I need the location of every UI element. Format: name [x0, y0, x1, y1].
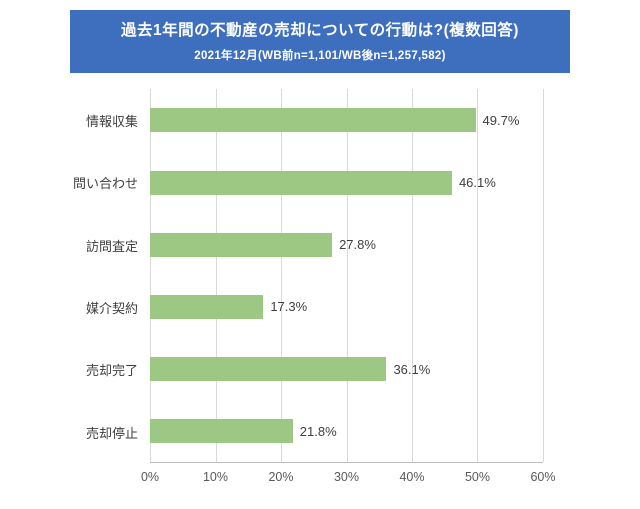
- gridline: [412, 89, 413, 463]
- bar: [150, 232, 333, 257]
- x-axis-tick: 20%: [268, 470, 294, 485]
- category-label: 媒介契約: [85, 301, 138, 317]
- value-label: 17.3%: [270, 299, 308, 315]
- x-axis-tick: 40%: [399, 470, 425, 485]
- bar-row: 17.3%: [150, 276, 543, 338]
- value-label: 21.8%: [299, 423, 337, 439]
- bar-chart: 情報収集 問い合わせ 訪問査定 媒介契約 売却完了 売却停止 49.7% 46.…: [55, 89, 640, 484]
- bar: [150, 294, 264, 319]
- x-axis-tick: 60%: [530, 470, 556, 485]
- gridline: [346, 89, 348, 463]
- bar-rows: 49.7% 46.1% 27.8% 17.3% 36.1% 21.8%: [150, 89, 543, 462]
- value-label: 36.1%: [393, 361, 431, 377]
- value-label: 49.7%: [482, 112, 520, 128]
- category-label: 売却完了: [85, 363, 138, 379]
- gridline: [477, 89, 479, 463]
- category-label: 問い合わせ: [72, 176, 138, 192]
- bar-row: 49.7%: [150, 89, 543, 151]
- bar-row: 21.8%: [150, 400, 543, 462]
- value-label: 27.8%: [339, 237, 376, 253]
- x-axis-ticks: 0% 10% 20% 30% 40% 50% 60%: [141, 462, 556, 486]
- plot-area: 49.7% 46.1% 27.8% 17.3% 36.1% 21.8%: [141, 89, 556, 484]
- x-axis-tick: 50%: [464, 470, 490, 485]
- bar-row: 46.1%: [150, 152, 543, 214]
- category-label: 情報収集: [85, 114, 138, 130]
- gridline: [543, 89, 544, 463]
- chart-subtitle: 2021年12月(WB前n=1,101/WB後n=1,257,582): [194, 50, 446, 63]
- bar: [150, 108, 476, 133]
- bar-row: 36.1%: [150, 338, 543, 400]
- gridline: [215, 89, 217, 463]
- chart-title-banner: 過去1年間の不動産の売却についての行動は?(複数回答) 2021年12月(WB前…: [70, 10, 570, 74]
- gridline: [150, 89, 151, 463]
- x-axis-tick: 0%: [140, 470, 160, 485]
- category-label: 訪問査定: [85, 238, 138, 254]
- bar-row: 27.8%: [150, 214, 543, 276]
- x-axis-tick: 10%: [202, 470, 229, 485]
- bar: [150, 357, 387, 382]
- bar: [150, 419, 293, 444]
- value-label: 46.1%: [458, 175, 496, 191]
- chart-title: 過去1年間の不動産の売却についての行動は?(複数回答): [121, 22, 519, 39]
- category-label: 売却停止: [85, 425, 138, 441]
- bar: [150, 170, 452, 195]
- gridline: [280, 89, 282, 463]
- x-axis-tick: 30%: [333, 470, 360, 485]
- category-axis: 情報収集 問い合わせ 訪問査定 媒介契約 売却完了 売却停止: [55, 89, 150, 463]
